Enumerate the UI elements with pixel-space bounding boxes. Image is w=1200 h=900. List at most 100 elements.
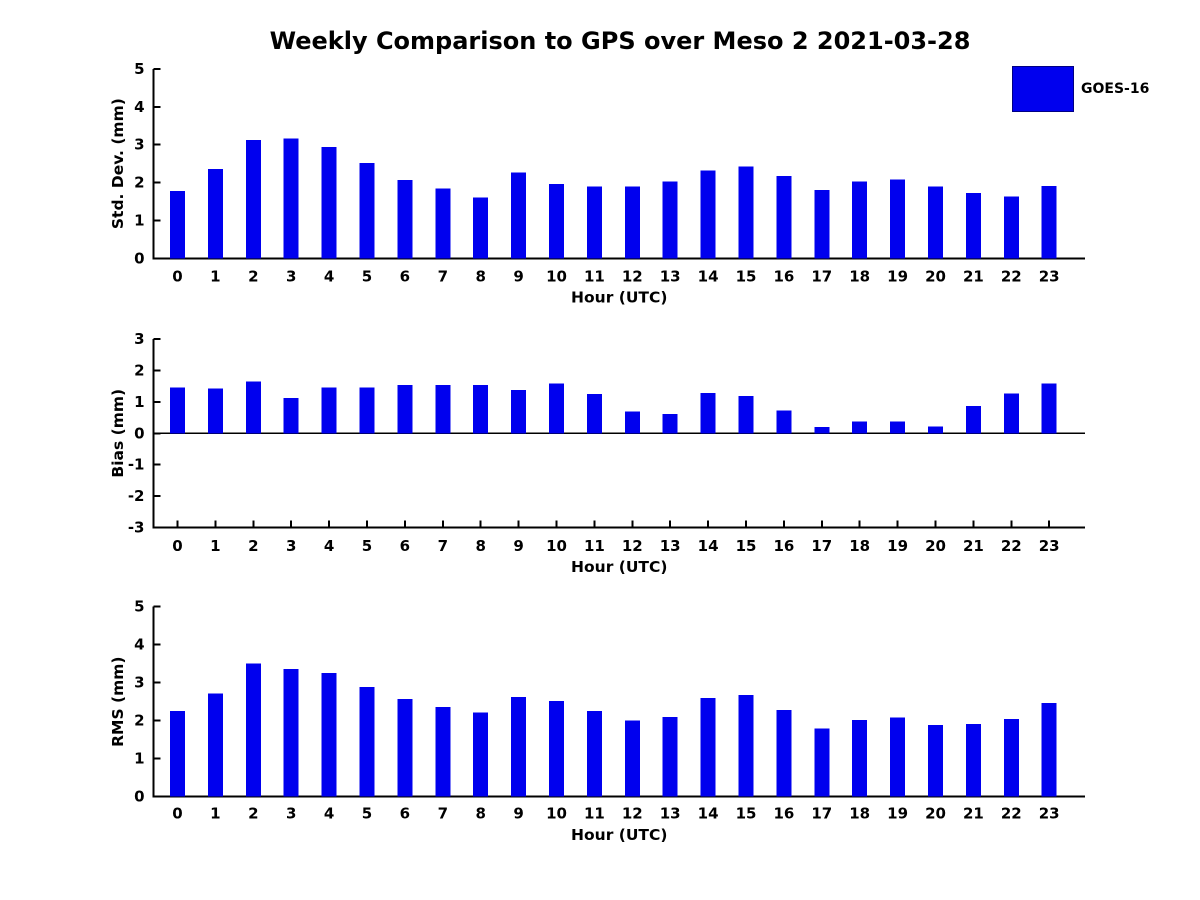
bar-rms-hour-0 — [170, 711, 185, 797]
x-tick-label: 21 — [963, 537, 984, 555]
x-tick-label: 12 — [622, 805, 643, 823]
bar-std-dev-hour-22 — [1003, 196, 1019, 259]
x-tick-label: 23 — [1039, 537, 1060, 555]
x-tick-label: 8 — [475, 537, 485, 555]
y-tick-label: 1 — [134, 750, 144, 768]
x-tick-label: 14 — [698, 268, 719, 286]
bar-std-dev-hour-3 — [283, 138, 299, 259]
figure-title: Weekly Comparison to GPS over Meso 2 202… — [269, 27, 971, 55]
x-tick-label: 1 — [210, 805, 220, 823]
x-tick-label: 15 — [736, 805, 757, 823]
y-tick-label: 4 — [134, 636, 144, 654]
bar-bias-hour-16 — [776, 410, 792, 434]
x-tick-label: 13 — [660, 537, 681, 555]
x-tick-label: 22 — [1001, 268, 1022, 286]
bar-std-dev-hour-7 — [435, 188, 451, 259]
bar-bias-hour-12 — [624, 411, 640, 434]
bar-rms-hour-4 — [321, 673, 337, 797]
x-tick-label: 9 — [513, 537, 523, 555]
bar-std-dev-hour-14 — [700, 170, 716, 259]
bar-bias-hour-1 — [207, 388, 223, 434]
x-tick-label: 8 — [475, 268, 485, 286]
bar-bias-hour-7 — [435, 385, 451, 434]
bar-rms-hour-16 — [776, 710, 792, 797]
bar-rms-hour-3 — [283, 669, 299, 797]
legend: GOES-16 — [1012, 66, 1149, 112]
bar-rms-hour-20 — [928, 724, 943, 797]
x-tick-label: 20 — [925, 805, 946, 823]
x-tick-label: 3 — [286, 805, 296, 823]
bar-rms-hour-22 — [1003, 718, 1019, 797]
x-tick-label: 8 — [475, 805, 485, 823]
x-tick-label: 16 — [773, 805, 794, 823]
bar-std-dev-hour-13 — [662, 181, 678, 259]
y-tick-label: 3 — [134, 136, 144, 154]
x-tick-label: 14 — [698, 805, 719, 823]
bar-bias-hour-5 — [359, 387, 375, 434]
x-tick-label: 10 — [546, 537, 567, 555]
y-tick-label: 0 — [134, 788, 144, 806]
bar-bias-hour-10 — [549, 383, 564, 434]
bar-rms-hour-23 — [1041, 702, 1057, 797]
bar-bias-hour-19 — [890, 421, 906, 434]
bar-std-dev-hour-1 — [207, 168, 223, 259]
y-tick-label: 3 — [134, 674, 144, 692]
bar-rms-hour-9 — [511, 697, 527, 797]
y-tick-label: -3 — [128, 519, 145, 537]
bar-rms-hour-11 — [586, 711, 602, 797]
bar-bias-hour-14 — [700, 393, 716, 434]
x-tick-label: 20 — [925, 537, 946, 555]
bar-std-dev-hour-18 — [852, 181, 868, 259]
x-tick-label: 18 — [849, 805, 870, 823]
bar-bias-hour-6 — [397, 385, 413, 434]
x-tick-label: 6 — [400, 268, 410, 286]
x-tick-label: 1 — [210, 537, 220, 555]
bar-std-dev-hour-8 — [473, 197, 489, 259]
bar-std-dev-hour-11 — [586, 186, 602, 259]
bar-bias-hour-18 — [852, 421, 868, 434]
x-tick-label: 3 — [286, 268, 296, 286]
y-tick-label: 0 — [134, 249, 144, 267]
x-tick-label: 16 — [773, 537, 794, 555]
bar-std-dev-hour-10 — [549, 184, 564, 259]
y-tick-label: 1 — [134, 211, 144, 229]
bar-bias-hour-21 — [965, 406, 981, 434]
bar-rms-hour-17 — [814, 728, 830, 797]
x-tick-label: 12 — [622, 268, 643, 286]
bar-bias-hour-2 — [245, 381, 261, 434]
x-tick-label: 0 — [172, 268, 182, 286]
x-tick-label: 11 — [584, 805, 605, 823]
legend-label: GOES-16 — [1081, 81, 1150, 97]
bar-rms-hour-14 — [700, 697, 716, 797]
bar-std-dev-hour-17 — [814, 189, 830, 259]
bar-bias-hour-3 — [283, 398, 299, 434]
x-tick-label: 13 — [660, 268, 681, 286]
bar-bias-hour-9 — [511, 389, 527, 434]
x-tick-label: 23 — [1039, 268, 1060, 286]
bar-std-dev-hour-23 — [1041, 185, 1057, 259]
x-tick-label: 13 — [660, 805, 681, 823]
y-tick-label: -2 — [128, 487, 145, 505]
x-tick-label: 23 — [1039, 805, 1060, 823]
bar-std-dev-hour-5 — [359, 162, 375, 259]
x-tick-label: 6 — [400, 805, 410, 823]
x-tick-label: 2 — [248, 805, 258, 823]
x-tick-label: 4 — [324, 537, 334, 555]
y-tick-label: 0 — [134, 424, 144, 442]
x-tick-label: 12 — [622, 537, 643, 555]
x-tick-label: 19 — [887, 537, 908, 555]
bar-bias-hour-4 — [321, 387, 337, 434]
x-tick-label: 10 — [546, 805, 567, 823]
x-tick-label: 15 — [736, 268, 757, 286]
x-axis-label-rms: Hour (UTC) — [571, 826, 667, 844]
bar-bias-hour-8 — [473, 385, 489, 434]
bar-bias-hour-13 — [662, 413, 678, 434]
bar-rms-hour-18 — [852, 719, 868, 797]
y-tick-label: -1 — [128, 456, 145, 474]
x-tick-label: 21 — [963, 268, 984, 286]
x-tick-label: 11 — [584, 537, 605, 555]
x-tick-label: 2 — [248, 268, 258, 286]
